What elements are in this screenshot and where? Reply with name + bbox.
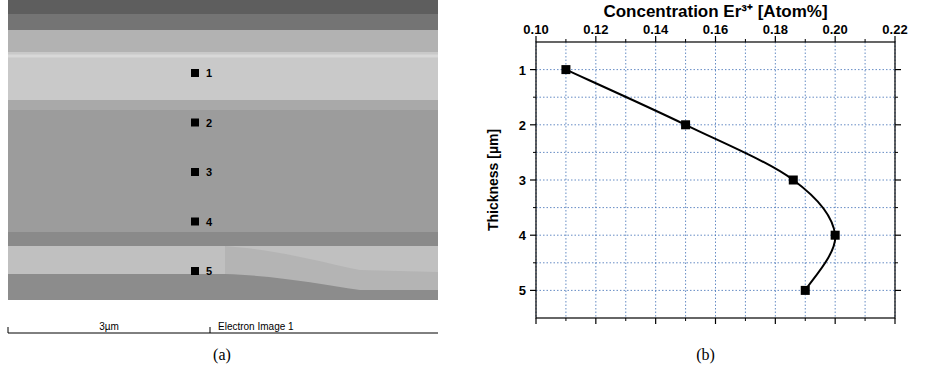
layer <box>8 30 438 52</box>
layer <box>8 110 438 232</box>
tick-label: 0.14 <box>643 22 669 37</box>
grid-line <box>536 290 895 291</box>
point-label: 1 <box>206 67 212 79</box>
minor-grid-line <box>565 42 566 318</box>
tick-label: 0.18 <box>763 22 788 37</box>
data-point <box>801 286 810 295</box>
layer <box>8 0 438 14</box>
tick-label: 0.12 <box>583 22 608 37</box>
tick <box>530 235 536 236</box>
tick <box>715 318 716 324</box>
tick <box>895 69 901 70</box>
tick-label: 1 <box>519 63 526 78</box>
tick-label: 0.22 <box>882 22 907 37</box>
figure: 1 2 3 4 5 3µm Electron Image 1 (a) 0.10 0.12 0.14 0… <box>0 0 925 370</box>
layer <box>8 52 438 100</box>
minor-grid-line <box>625 42 626 318</box>
tick <box>895 124 901 125</box>
tick <box>655 318 656 324</box>
data-point <box>789 176 798 185</box>
minor-grid-line <box>536 152 895 153</box>
plot-frame <box>536 42 895 318</box>
data-point <box>831 231 840 240</box>
minor-grid-line <box>536 262 895 263</box>
tick <box>530 179 536 180</box>
tick <box>894 318 895 324</box>
layer-edge <box>8 55 438 58</box>
tick-label: 0.20 <box>823 22 848 37</box>
tick <box>775 318 776 324</box>
point-marker <box>191 119 199 127</box>
point-label: 2 <box>206 117 212 129</box>
grid-line <box>536 180 895 181</box>
tick <box>895 179 901 180</box>
layer <box>8 246 438 274</box>
layer <box>8 100 438 110</box>
tick <box>530 69 536 70</box>
tick <box>530 124 536 125</box>
tick <box>895 235 901 236</box>
minor-grid-line <box>536 207 895 208</box>
tick-label: 4 <box>519 228 527 243</box>
data-point <box>561 65 570 74</box>
minor-grid-line <box>745 42 746 318</box>
tick <box>895 290 901 291</box>
grid-line <box>536 124 895 125</box>
scale-bar-label: 3µm <box>99 321 119 332</box>
minor-grid-line <box>685 42 686 318</box>
panel-label: (a) <box>213 346 231 364</box>
point-label: 3 <box>206 166 212 178</box>
image-caption: Electron Image 1 <box>218 321 294 332</box>
tick <box>535 318 536 324</box>
point-marker <box>191 218 199 226</box>
layer <box>8 232 438 246</box>
point-marker <box>191 267 199 275</box>
panel-label: (b) <box>696 346 715 364</box>
tick-label: 0.10 <box>523 22 548 37</box>
plot-area <box>561 65 839 295</box>
tick-label: 2 <box>519 118 526 133</box>
grid-line <box>536 235 895 236</box>
point-marker <box>191 168 199 176</box>
data-line <box>566 70 835 291</box>
scale-tick <box>8 327 9 333</box>
data-point <box>681 120 690 129</box>
tick <box>530 290 536 291</box>
layer <box>8 14 438 30</box>
x-axis-title: Concentration Er³⁺ [Atom%] <box>603 2 827 21</box>
y-axis-title: Thickness [µm] <box>485 129 501 231</box>
tick <box>835 318 836 324</box>
point-label: 4 <box>206 216 213 228</box>
scale-line <box>8 333 438 334</box>
electron-image <box>8 0 438 300</box>
layer <box>225 246 438 290</box>
minor-grid-line <box>536 97 895 98</box>
tick <box>595 318 596 324</box>
tick-label: 3 <box>519 173 526 188</box>
tick-label: 0.16 <box>703 22 728 37</box>
grid <box>536 42 895 318</box>
tick-label: 5 <box>519 283 526 298</box>
scale-tick <box>210 327 211 333</box>
grid-line <box>536 69 895 70</box>
point-marker <box>191 69 199 77</box>
point-label: 5 <box>206 265 212 277</box>
